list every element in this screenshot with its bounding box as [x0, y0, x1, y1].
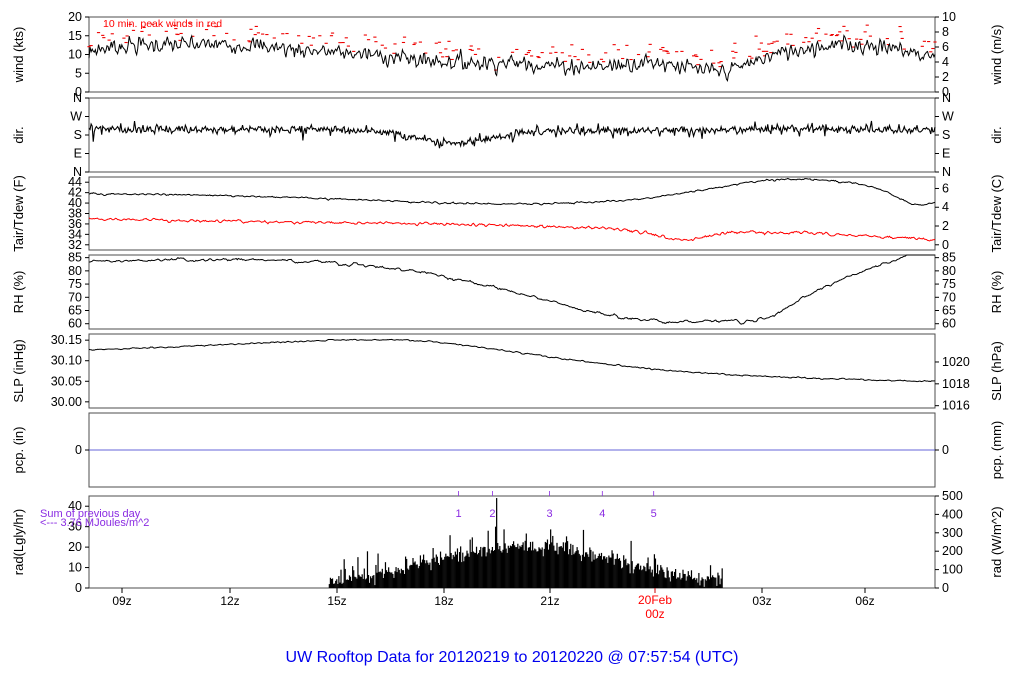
svg-text:85: 85: [68, 251, 82, 265]
svg-text:300: 300: [942, 526, 963, 540]
svg-text:Tair/Tdew (C): Tair/Tdew (C): [989, 174, 1004, 252]
svg-text:RH (%): RH (%): [989, 271, 1004, 314]
svg-text:65: 65: [68, 304, 82, 318]
svg-text:44: 44: [68, 175, 82, 189]
svg-text:10: 10: [942, 10, 956, 24]
svg-text:21z: 21z: [540, 594, 559, 608]
svg-text:70: 70: [942, 290, 956, 304]
svg-text:E: E: [942, 147, 950, 161]
svg-text:8: 8: [942, 25, 949, 39]
svg-text:60: 60: [68, 317, 82, 331]
svg-text:1: 1: [456, 508, 462, 520]
svg-text:0: 0: [942, 443, 949, 457]
svg-text:30.05: 30.05: [51, 374, 82, 388]
svg-text:500: 500: [942, 489, 963, 503]
svg-text:4: 4: [599, 508, 605, 520]
svg-text:<--- 3.76 MJoules/m^2: <--- 3.76 MJoules/m^2: [40, 517, 149, 529]
svg-text:20: 20: [68, 540, 82, 554]
svg-text:85: 85: [942, 251, 956, 265]
svg-text:09z: 09z: [112, 594, 131, 608]
svg-text:6: 6: [942, 40, 949, 54]
svg-text:3: 3: [547, 508, 553, 520]
svg-text:0: 0: [942, 581, 949, 595]
svg-text:dir.: dir.: [11, 126, 26, 143]
svg-text:60: 60: [942, 317, 956, 331]
svg-text:4: 4: [942, 55, 949, 69]
svg-text:1018: 1018: [942, 377, 970, 391]
svg-text:03z: 03z: [752, 594, 771, 608]
svg-text:0: 0: [75, 581, 82, 595]
svg-text:0: 0: [75, 443, 82, 457]
svg-text:1016: 1016: [942, 399, 970, 413]
svg-text:15z: 15z: [327, 594, 346, 608]
svg-text:SLP (hPa): SLP (hPa): [989, 341, 1004, 401]
svg-text:N: N: [942, 91, 951, 105]
svg-text:pcp. (mm): pcp. (mm): [989, 421, 1004, 480]
svg-text:30.15: 30.15: [51, 333, 82, 347]
svg-text:5: 5: [651, 508, 657, 520]
svg-text:65: 65: [942, 304, 956, 318]
svg-text:rad(Lgly/hr): rad(Lgly/hr): [11, 509, 26, 575]
svg-text:UW Rooftop Data for 20120219: UW Rooftop Data for 20120219 to 20120220…: [286, 649, 739, 666]
svg-text:W: W: [942, 110, 954, 124]
svg-text:80: 80: [68, 264, 82, 278]
svg-text:W: W: [70, 110, 82, 124]
svg-text:20Feb: 20Feb: [638, 593, 672, 607]
svg-text:N: N: [942, 165, 951, 179]
svg-text:4: 4: [942, 200, 949, 214]
svg-text:SLP (inHg): SLP (inHg): [11, 339, 26, 402]
svg-text:6: 6: [942, 181, 949, 195]
svg-text:rad (W/m^2): rad (W/m^2): [989, 506, 1004, 577]
svg-text:00z: 00z: [645, 607, 664, 621]
svg-text:5: 5: [75, 66, 82, 80]
svg-text:70: 70: [68, 290, 82, 304]
svg-text:Tair/Tdew (F): Tair/Tdew (F): [11, 175, 26, 252]
svg-text:15: 15: [68, 29, 82, 43]
svg-text:20: 20: [68, 10, 82, 24]
svg-text:30.00: 30.00: [51, 395, 82, 409]
svg-text:E: E: [74, 147, 82, 161]
svg-text:06z: 06z: [855, 594, 874, 608]
svg-text:18z: 18z: [434, 594, 453, 608]
svg-text:12z: 12z: [220, 594, 239, 608]
svg-text:400: 400: [942, 507, 963, 521]
svg-text:75: 75: [942, 277, 956, 291]
svg-text:wind (kts): wind (kts): [11, 27, 26, 84]
svg-text:S: S: [74, 128, 82, 142]
svg-text:S: S: [942, 128, 950, 142]
svg-text:dir.: dir.: [989, 126, 1004, 143]
svg-text:2: 2: [942, 219, 949, 233]
svg-text:10: 10: [68, 561, 82, 575]
svg-text:100: 100: [942, 563, 963, 577]
svg-text:75: 75: [68, 277, 82, 291]
svg-text:N: N: [73, 91, 82, 105]
svg-text:10 min. peak winds in red: 10 min. peak winds in red: [103, 18, 222, 30]
svg-text:2: 2: [942, 70, 949, 84]
svg-text:200: 200: [942, 544, 963, 558]
svg-text:RH (%): RH (%): [11, 271, 26, 314]
svg-text:1020: 1020: [942, 355, 970, 369]
svg-text:30.10: 30.10: [51, 354, 82, 368]
svg-text:pcp. (in): pcp. (in): [11, 427, 26, 474]
svg-text:80: 80: [942, 264, 956, 278]
svg-text:10: 10: [68, 48, 82, 62]
svg-text:2: 2: [489, 508, 495, 520]
svg-text:wind (m/s): wind (m/s): [989, 25, 1004, 86]
